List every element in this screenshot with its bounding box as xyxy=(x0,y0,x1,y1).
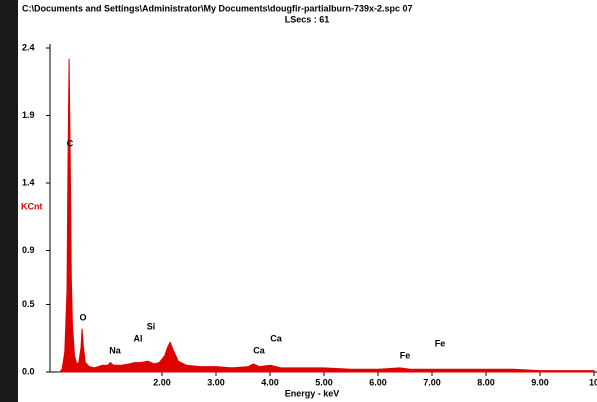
x-tick-label: 5.00 xyxy=(315,377,333,387)
y-tick-label: 2.4 xyxy=(22,42,35,52)
y-axis-label: KCnt xyxy=(21,201,43,211)
y-tick-label: 1.9 xyxy=(22,110,35,120)
x-tick-label: 8.00 xyxy=(477,377,495,387)
x-tick-label: 9.00 xyxy=(531,377,549,387)
peak-label: C xyxy=(67,138,74,148)
chart: C:\Documents and Settings\Administrator\… xyxy=(0,0,597,402)
peak-label: O xyxy=(79,312,86,322)
peak-label: Ca xyxy=(253,345,265,355)
peak-label: Fe xyxy=(435,338,446,348)
chart-title: C:\Documents and Settings\Administrator\… xyxy=(22,3,413,13)
page: C:\Documents and Settings\Administrator\… xyxy=(0,0,597,402)
x-tick-label: 6.00 xyxy=(369,377,387,387)
x-tick-label: 7.00 xyxy=(423,377,441,387)
chart-subtitle: LSecs : 61 xyxy=(285,14,330,24)
peak-label: Al xyxy=(134,333,143,343)
y-tick-label: 1.4 xyxy=(22,177,35,187)
x-axis-label: Energy - keV xyxy=(285,388,340,398)
x-tick-label: 3.00 xyxy=(207,377,225,387)
peak-label: Si xyxy=(147,321,156,331)
x-tick-label: 10 xyxy=(589,377,597,387)
y-tick-label: 0.5 xyxy=(22,299,35,309)
peak-label: Na xyxy=(109,345,121,355)
peak-label: Fe xyxy=(400,350,411,360)
plot-background xyxy=(18,0,597,402)
y-tick-label: 0.0 xyxy=(22,366,35,376)
x-tick-label: 4.00 xyxy=(261,377,279,387)
peak-label: Ca xyxy=(270,333,282,343)
x-tick-label: 2.00 xyxy=(153,377,171,387)
y-tick-label: 0.9 xyxy=(22,245,35,255)
left-strip xyxy=(0,0,18,402)
